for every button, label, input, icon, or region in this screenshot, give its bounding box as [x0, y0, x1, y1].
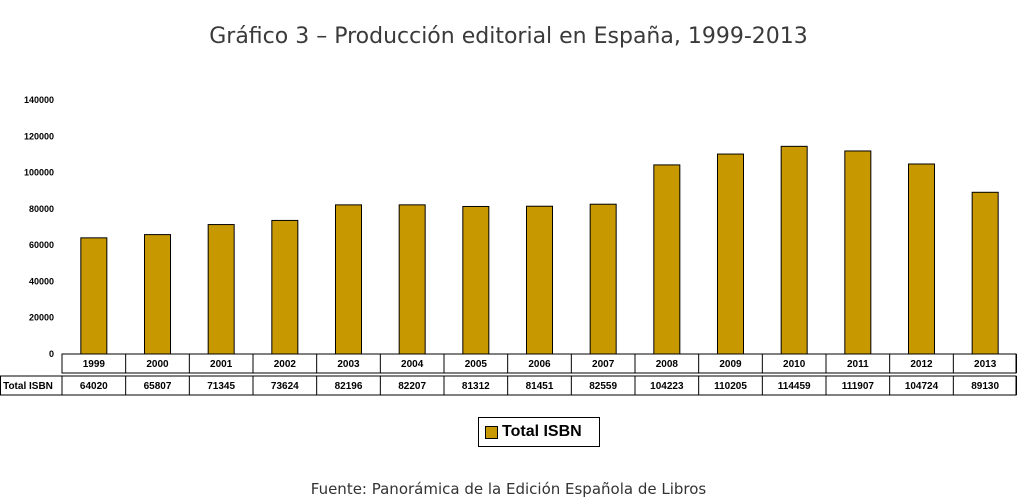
x-tick-label: 2011: [847, 359, 869, 370]
bar-2001: [207, 224, 235, 355]
x-tick-label: 2006: [528, 359, 551, 370]
data-label: 89130: [971, 381, 999, 392]
data-label: 65807: [144, 381, 172, 392]
y-tick-label: 40000: [29, 276, 54, 286]
x-tick-label: 2008: [656, 359, 679, 370]
source-note: Fuente: Panorámica de la Edición Español…: [310, 480, 707, 498]
legend: Total ISBN: [478, 417, 600, 447]
chart-title: Gráfico 3 – Producción editorial en Espa…: [209, 24, 808, 49]
bar-1999: [80, 237, 108, 355]
data-label: 71345: [207, 381, 235, 392]
bars-layer: [80, 145, 999, 355]
x-tick-label: 2001: [210, 359, 233, 370]
bar-2010: [780, 145, 808, 355]
chart-svg: 020000400006000080000100000120000140000 …: [0, 95, 1017, 396]
x-tick-label: 1999: [83, 359, 106, 370]
axis-layer: 0 20000 40000 60000 80000 100000 120000 140000: [24, 95, 54, 359]
x-tick-label: 2002: [274, 359, 297, 370]
x-tick-label: 2003: [337, 359, 360, 370]
x-tick-label: 2000: [146, 359, 169, 370]
y-tick-label: 100000: [24, 168, 54, 178]
data-label: 81312: [462, 381, 490, 392]
bar-2009: [717, 153, 744, 355]
data-label: 64020: [80, 381, 108, 392]
bar-2000: [144, 234, 171, 355]
data-label: 82207: [398, 381, 426, 392]
data-label: 82196: [335, 381, 363, 392]
y-tick-label: 120000: [24, 131, 54, 141]
bar-2012: [908, 163, 935, 355]
x-tick-label: 2009: [719, 359, 742, 370]
bar-2005: [462, 205, 490, 355]
table-row-label: Total ISBN: [3, 381, 53, 392]
bar-2003: [335, 204, 362, 355]
x-tick-label: 2007: [592, 359, 615, 370]
data-label: 73624: [271, 381, 299, 392]
x-tick-label: 2013: [974, 359, 997, 370]
y-tick-label: 60000: [29, 240, 54, 250]
bar-2007: [589, 203, 617, 355]
data-label: 104724: [905, 381, 939, 392]
x-tick-label: 2005: [465, 359, 488, 370]
y-tick-label: 20000: [29, 313, 54, 323]
data-label: 110205: [714, 381, 747, 392]
y-tick-label: 0: [49, 349, 54, 359]
data-table: Total ISBN 1999 64020 2000 65807 2001 71345 200…: [0, 353, 1017, 396]
legend-swatch: [485, 425, 498, 439]
data-label: 81451: [526, 381, 554, 392]
x-tick-label: 2012: [910, 359, 933, 370]
bar-2002: [271, 219, 299, 355]
bar-2004: [398, 204, 426, 355]
bar-2013: [971, 191, 999, 355]
x-tick-label: 2010: [783, 359, 806, 370]
x-tick-label: 2004: [401, 359, 424, 370]
legend-label: Total ISBN: [502, 423, 582, 440]
y-tick-label: 80000: [29, 204, 54, 214]
data-label: 114459: [778, 381, 811, 392]
y-tick-label: 140000: [24, 95, 54, 105]
bar-2006: [526, 205, 553, 355]
bar-2008: [653, 164, 681, 355]
data-label: 82559: [589, 381, 617, 392]
bar-2011: [844, 150, 872, 355]
data-label: 111907: [842, 381, 875, 392]
data-label: 104223: [650, 381, 684, 392]
